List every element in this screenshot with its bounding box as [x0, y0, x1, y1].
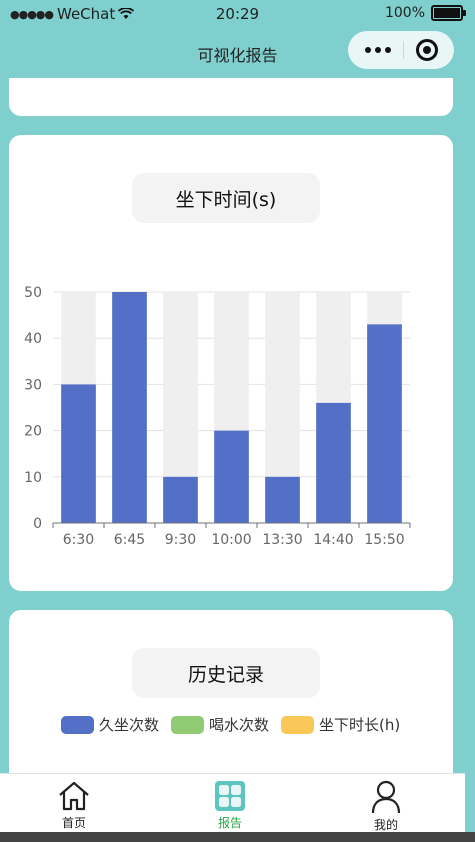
- carrier-name: WeChat: [57, 5, 116, 23]
- status-left: ●●●●● WeChat: [10, 5, 135, 23]
- tab-label: 首页: [61, 816, 86, 830]
- status-bar: ●●●●● WeChat 20:29 100%: [0, 0, 475, 28]
- report-grid-icon: [215, 781, 245, 811]
- legend-swatch: [171, 715, 205, 734]
- bar: [316, 402, 351, 523]
- screen-edge: [465, 773, 475, 833]
- legend-swatch: [61, 715, 94, 734]
- x-tick-label: 10:00: [211, 532, 251, 548]
- capsule-divider: [403, 41, 404, 59]
- user-icon: [371, 780, 401, 814]
- bar: [367, 324, 402, 523]
- bar: [61, 384, 96, 523]
- home-indicator-area: [0, 832, 475, 842]
- x-tick-label: 14:40: [313, 532, 353, 548]
- y-tick-label: 40: [24, 331, 42, 347]
- tab-bar: 首页 报告 我的: [0, 773, 465, 832]
- tab-me[interactable]: 我的: [346, 780, 426, 833]
- sitting-time-card: 坐下时间(s) 0 10 20 30 40 50 6:30 6:45 9:30 10:00 13:3…: [9, 135, 453, 591]
- page-title: 可视化报告: [197, 46, 278, 65]
- y-tick-label: 30: [24, 377, 42, 393]
- y-tick-label: 50: [24, 285, 42, 301]
- battery-icon: [431, 5, 466, 21]
- history-legend: 久坐次数 喝水次数 坐下时长(h): [61, 714, 412, 735]
- wifi-icon: [118, 8, 135, 19]
- legend-label: 喝水次数: [209, 716, 270, 734]
- legend-item-sit-count[interactable]: 久坐次数: [61, 714, 159, 735]
- status-right: 100%: [384, 5, 466, 21]
- x-tick-label: 6:45: [114, 532, 145, 548]
- x-tick-label: 13:30: [262, 532, 302, 548]
- bar: [112, 292, 147, 523]
- status-time: 20:29: [215, 5, 260, 23]
- battery-percent: 100%: [384, 5, 425, 21]
- previous-card: [9, 78, 453, 116]
- tab-report[interactable]: 报告: [190, 780, 270, 831]
- bar: [265, 476, 300, 523]
- x-tick-label: 9:30: [165, 532, 196, 548]
- bar: [214, 430, 249, 523]
- x-tick-label: 6:30: [63, 532, 94, 548]
- nav-bar: 可视化报告: [0, 28, 475, 78]
- sitting-time-chart: 0 10 20 30 40 50 6:30 6:45 9:30 10:00 13:30 14:40 15…: [24, 285, 411, 548]
- legend-swatch: [281, 715, 315, 734]
- tab-home[interactable]: 首页: [34, 780, 114, 831]
- chart-title: 坐下时间(s): [132, 173, 320, 223]
- history-title: 历史记录: [132, 648, 320, 698]
- home-icon: [59, 781, 89, 811]
- legend-label: 坐下时长(h): [319, 716, 401, 734]
- signal-icon: ●●●●●: [10, 7, 54, 21]
- legend-label: 久坐次数: [99, 716, 160, 734]
- x-tick-label: 15:50: [364, 532, 404, 548]
- legend-item-water-count[interactable]: 喝水次数: [171, 714, 269, 735]
- y-tick-label: 0: [33, 516, 42, 532]
- bar: [163, 476, 198, 523]
- tab-label: 我的: [373, 818, 398, 832]
- more-menu-icon[interactable]: [358, 39, 398, 61]
- tab-label: 报告: [217, 816, 242, 830]
- mini-program-capsule: [348, 31, 454, 69]
- legend-item-sit-duration[interactable]: 坐下时长(h): [281, 714, 400, 735]
- close-target-icon[interactable]: [416, 39, 438, 61]
- y-tick-label: 10: [24, 470, 42, 486]
- y-tick-label: 20: [24, 424, 42, 440]
